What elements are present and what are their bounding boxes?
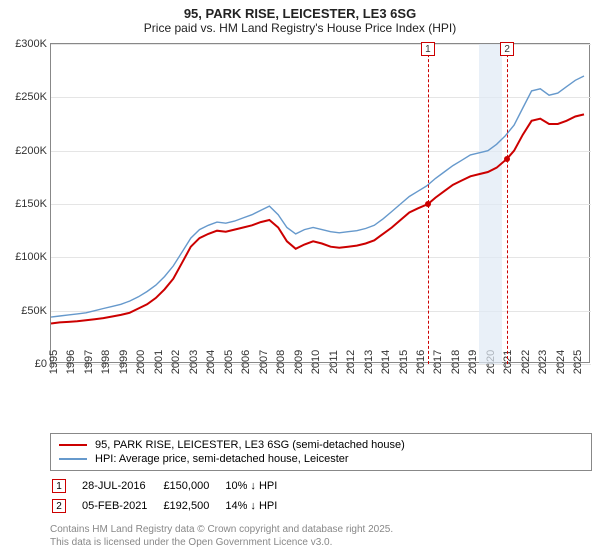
x-tick (156, 364, 157, 369)
chart-title-line2: Price paid vs. HM Land Registry's House … (8, 21, 592, 35)
price-chart: £0£50K£100K£150K£200K£250K£300K199519961… (8, 39, 592, 429)
x-tick (383, 364, 384, 369)
marker-table: 1 28-JUL-2016£150,00010% ↓ HPI 2 05-FEB-202… (50, 475, 293, 517)
marker-price: £150,000 (163, 477, 223, 495)
y-tick-label: £100K (15, 251, 51, 263)
marker-line (507, 44, 508, 364)
marker-price: £192,500 (163, 497, 223, 515)
x-tick (366, 364, 367, 369)
marker-flag: 2 (500, 42, 514, 56)
y-tick-label: £250K (15, 91, 51, 103)
legend-label-hpi: HPI: Average price, semi-detached house,… (95, 453, 349, 465)
y-tick-label: £150K (15, 198, 51, 210)
marker-dot (504, 156, 510, 162)
x-tick (418, 364, 419, 369)
legend-item-property: 95, PARK RISE, LEICESTER, LE3 6SG (semi-… (59, 438, 583, 452)
x-tick (278, 364, 279, 369)
x-tick (208, 364, 209, 369)
x-tick (261, 364, 262, 369)
x-tick (470, 364, 471, 369)
y-tick-label: £300K (15, 38, 51, 50)
x-tick (401, 364, 402, 369)
footer-line1: Contains HM Land Registry data © Crown c… (50, 523, 592, 536)
x-tick (505, 364, 506, 369)
x-tick (488, 364, 489, 369)
x-tick (575, 364, 576, 369)
marker-row: 2 05-FEB-2021£192,50014% ↓ HPI (52, 497, 291, 515)
marker-flag: 1 (421, 42, 435, 56)
x-tick (121, 364, 122, 369)
x-tick (435, 364, 436, 369)
legend-swatch-property (59, 444, 87, 446)
x-tick (68, 364, 69, 369)
series-hpi (51, 76, 584, 317)
x-tick (540, 364, 541, 369)
marker-delta: 14% ↓ HPI (225, 497, 291, 515)
x-tick (313, 364, 314, 369)
marker-dot (425, 201, 431, 207)
marker-box-icon: 2 (52, 499, 66, 513)
x-tick (243, 364, 244, 369)
x-tick (558, 364, 559, 369)
chart-title-line1: 95, PARK RISE, LEICESTER, LE3 6SG (8, 6, 592, 21)
marker-date: 05-FEB-2021 (82, 497, 161, 515)
x-tick (296, 364, 297, 369)
marker-row: 1 28-JUL-2016£150,00010% ↓ HPI (52, 477, 291, 495)
x-tick (51, 364, 52, 369)
x-tick (523, 364, 524, 369)
marker-box-icon: 1 (52, 479, 66, 493)
plot-area: £0£50K£100K£150K£200K£250K£300K199519961… (50, 43, 590, 363)
x-tick (453, 364, 454, 369)
legend-swatch-hpi (59, 458, 87, 460)
chart-svg (51, 44, 591, 364)
marker-delta: 10% ↓ HPI (225, 477, 291, 495)
footer-line2: This data is licensed under the Open Gov… (50, 536, 592, 549)
legend: 95, PARK RISE, LEICESTER, LE3 6SG (semi-… (50, 433, 592, 471)
marker-date: 28-JUL-2016 (82, 477, 161, 495)
y-tick-label: £50K (21, 305, 51, 317)
attribution: Contains HM Land Registry data © Crown c… (50, 523, 592, 549)
x-tick (103, 364, 104, 369)
x-tick (331, 364, 332, 369)
y-tick-label: £200K (15, 145, 51, 157)
x-tick (86, 364, 87, 369)
legend-item-hpi: HPI: Average price, semi-detached house,… (59, 452, 583, 466)
x-tick (226, 364, 227, 369)
x-tick (191, 364, 192, 369)
x-tick (173, 364, 174, 369)
x-tick (138, 364, 139, 369)
legend-label-property: 95, PARK RISE, LEICESTER, LE3 6SG (semi-… (95, 439, 405, 451)
series-property (51, 114, 584, 323)
x-tick (348, 364, 349, 369)
